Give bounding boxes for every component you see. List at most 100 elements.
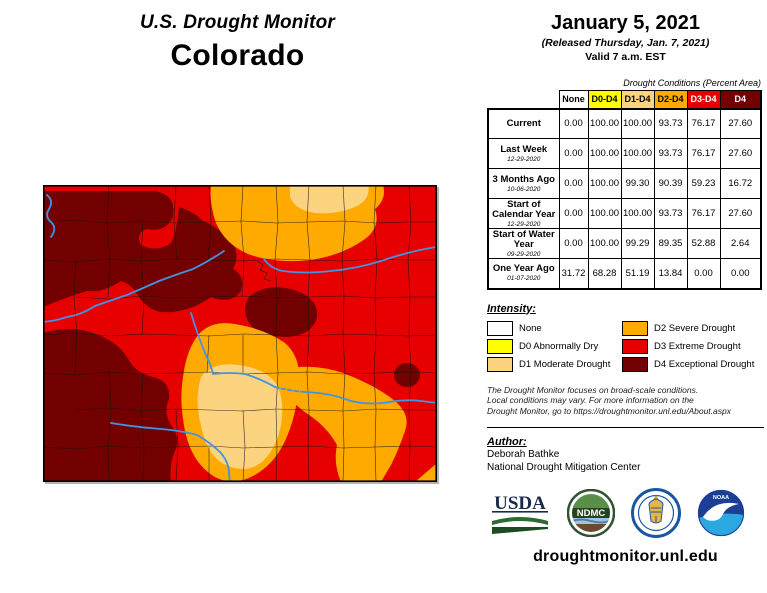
- commerce-seal-eagle: [653, 495, 659, 500]
- ndmc-logo: NDMC: [567, 489, 615, 537]
- legend-label: D3 Extreme Drought: [654, 341, 741, 352]
- table-value-cell: 93.73: [653, 138, 688, 169]
- table-value-cell: 76.17: [686, 107, 721, 139]
- legend-label: D0 Abnormally Dry: [519, 341, 599, 352]
- ndmc-logo-text: NDMC: [577, 508, 606, 519]
- legend-item: D3 Extreme Drought: [622, 338, 764, 356]
- legend-swatch-d2: [622, 321, 648, 336]
- table-value-cell: 0.00: [558, 138, 589, 169]
- table-value-cell: 27.60: [719, 138, 762, 169]
- usda-logo-swoosh-top: [492, 517, 548, 525]
- divider: [487, 427, 764, 428]
- table-corner-cell: [488, 91, 559, 109]
- table-row: Start of Water Year 09-29-2020 0.00 100.00 9…: [487, 228, 762, 259]
- title-block: U.S. Drought Monitor Colorado: [85, 12, 390, 73]
- footer-url: droughtmonitor.unl.edu: [533, 548, 718, 565]
- disclaimer-line-3: Drought Monitor, go to https://droughtmo…: [487, 405, 731, 416]
- disclaimer-line-1: The Drought Monitor focuses on broad-sca…: [487, 384, 699, 395]
- legend-heading: Intensity:: [487, 302, 536, 315]
- table-value-cell: 2.64: [719, 228, 762, 259]
- column-header-d3-d4: D3-D4: [686, 90, 721, 109]
- table-value-cell: 100.00: [620, 107, 655, 139]
- noaa-logo-ring: [697, 489, 745, 537]
- report-date: January 5, 2021: [551, 12, 700, 34]
- table-value-cell: 0.00: [558, 228, 589, 259]
- table-value-cell: 13.84: [653, 258, 688, 290]
- table-value-cell: 76.17: [686, 198, 721, 229]
- table-value-cell: 89.35: [653, 228, 688, 259]
- table-value-cell: 27.60: [719, 198, 762, 229]
- legend-swatch-d1: [487, 357, 513, 372]
- table-value-cell: 100.00: [620, 138, 655, 169]
- row-label: Start of Calendar Year 12-29-2020: [487, 198, 560, 229]
- table-caption: Drought Conditions (Percent Area): [623, 78, 761, 88]
- d1-regions: [197, 185, 369, 469]
- column-header-d4: D4: [719, 90, 762, 109]
- legend-item: D1 Moderate Drought: [487, 356, 622, 374]
- valid-time: Valid 7 a.m. EST: [585, 51, 666, 63]
- legend-label: D4 Exceptional Drought: [654, 359, 755, 370]
- table-row: Start of Calendar Year 12-29-2020 0.00 100.…: [487, 198, 762, 229]
- table-value-cell: 31.72: [558, 258, 589, 290]
- drought-table-body: Current 0.00 100.00 100.00 93.73 76.17 27.60 La…: [487, 107, 762, 290]
- table-value-cell: 27.60: [719, 107, 762, 139]
- legend-item: None: [487, 320, 622, 338]
- table-row: One Year Ago 01-07-2020 31.72 68.28 51.19 13.…: [487, 258, 762, 290]
- legend-item: D0 Abnormally Dry: [487, 338, 622, 356]
- drought-map-svg: [43, 185, 437, 482]
- legend: Intensity: None D0 Abnormally Dry D1 Moder…: [487, 303, 764, 374]
- ndmc-logo-inner: [572, 494, 610, 532]
- column-header-none: None: [558, 90, 589, 109]
- table-value-cell: 0.00: [558, 198, 589, 229]
- table-value-cell: 100.00: [620, 198, 655, 229]
- table-row: Last Week 12-29-2020 0.00 100.00 100.00 93.73…: [487, 138, 762, 169]
- report-panel: January 5, 2021 (Released Thursday, Jan.…: [487, 12, 764, 566]
- legend-swatch-d0: [487, 339, 513, 354]
- usda-logo-text: USDA: [494, 493, 546, 514]
- table-value-cell: 16.72: [719, 168, 762, 199]
- legend-swatch-d3: [622, 339, 648, 354]
- row-label: Current: [487, 107, 560, 139]
- drought-table-head-row: None D0-D4 D1-D4 D2-D4 D3-D4 D4: [488, 90, 762, 109]
- released-date: (Released Thursday, Jan. 7, 2021): [541, 37, 710, 49]
- table-value-cell: 93.73: [653, 107, 688, 139]
- table-value-cell: 100.00: [587, 228, 622, 259]
- table-value-cell: 100.00: [587, 168, 622, 199]
- legend-grid: None D0 Abnormally Dry D1 Moderate Drought…: [487, 320, 764, 374]
- table-value-cell: 68.28: [587, 258, 622, 290]
- disclaimer-line-2: Local conditions may vary. For more info…: [487, 395, 694, 405]
- column-header-d1-d4: D1-D4: [620, 90, 655, 109]
- author-block: Author: Deborah Bathke National Drought …: [487, 436, 764, 474]
- table-row: 3 Months Ago 10-06-2020 0.00 100.00 99.30 90.…: [487, 168, 762, 199]
- logos-row: USDA NDMC: [487, 487, 764, 539]
- row-label: Last Week 12-29-2020: [487, 138, 560, 169]
- commerce-seal-logo: [631, 488, 681, 538]
- legend-swatch-none: [487, 321, 513, 336]
- legend-swatch-d4: [622, 357, 648, 372]
- legend-item: D4 Exceptional Drought: [622, 356, 764, 374]
- noaa-logo-text: NOAA: [713, 495, 729, 501]
- noaa-logo: NOAA: [697, 489, 745, 537]
- table-value-cell: 99.29: [620, 228, 655, 259]
- row-label: Start of Water Year 09-29-2020: [487, 228, 560, 259]
- usda-logo-underline: [492, 511, 548, 513]
- legend-item: D2 Severe Drought: [622, 320, 764, 338]
- legend-label: None: [519, 323, 542, 334]
- table-value-cell: 93.73: [653, 198, 688, 229]
- table-value-cell: 76.17: [686, 138, 721, 169]
- row-label: 3 Months Ago 10-06-2020: [487, 168, 560, 199]
- disclaimer: The Drought Monitor focuses on broad-sca…: [487, 385, 764, 417]
- rivers: [43, 194, 437, 482]
- state-name: Colorado: [170, 39, 305, 72]
- commerce-seal-shield: [648, 498, 664, 524]
- drought-table: None D0-D4 D1-D4 D2-D4 D3-D4 D4 Current 0.00 10…: [487, 90, 762, 290]
- usda-logo-swoosh-bottom: [492, 527, 548, 534]
- column-header-d2-d4: D2-D4: [653, 90, 688, 109]
- state-border: [43, 185, 437, 482]
- table-value-cell: 0.00: [719, 258, 762, 290]
- column-header-d0-d4: D0-D4: [587, 90, 622, 109]
- usda-logo: USDA: [492, 493, 548, 534]
- table-value-cell: 59.23: [686, 168, 721, 199]
- table-value-cell: 99.30: [620, 168, 655, 199]
- author-org: National Drought Mitigation Center: [487, 462, 641, 473]
